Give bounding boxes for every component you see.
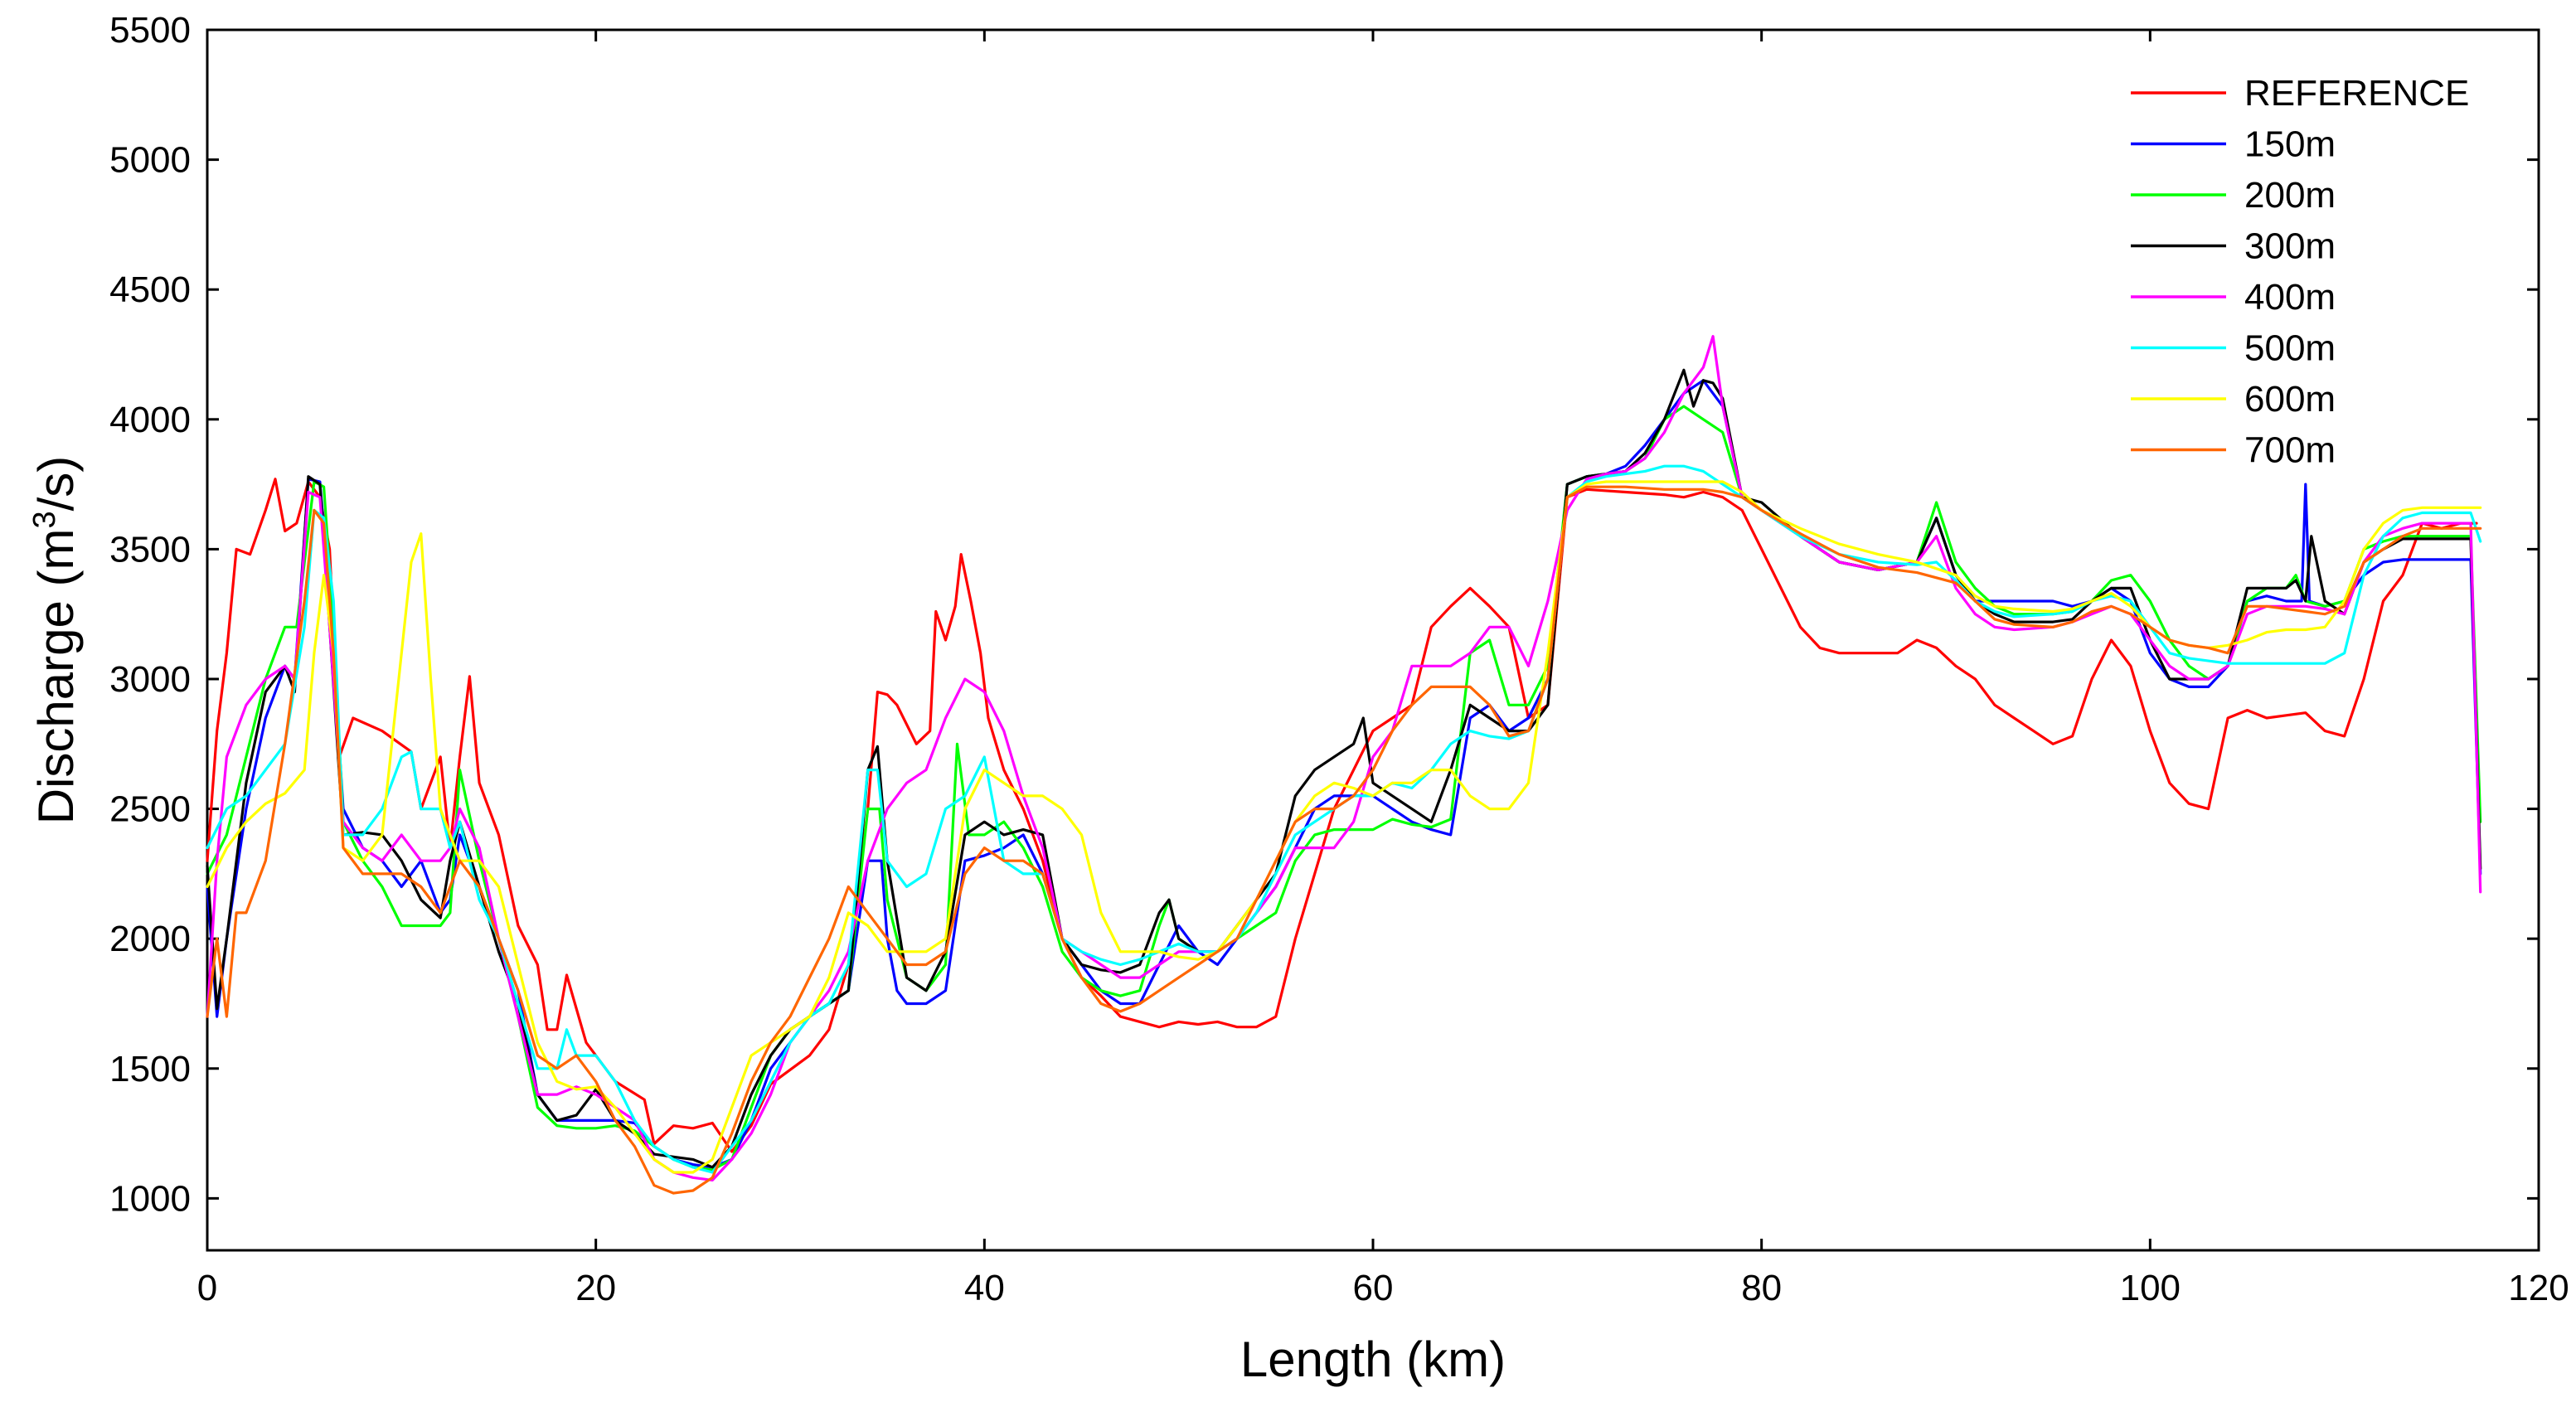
y-axis-title-prefix: Discharge (m	[28, 529, 84, 825]
y-tick-label: 2000	[109, 919, 191, 959]
y-tick-label: 4000	[109, 400, 191, 440]
x-tick-label: 80	[1741, 1268, 1782, 1308]
y-tick-label: 1000	[109, 1178, 191, 1219]
legend-label: 300m	[2244, 226, 2336, 267]
legend-label: 150m	[2244, 124, 2336, 165]
y-tick-label: 2500	[109, 789, 191, 830]
y-tick-label: 5000	[109, 140, 191, 181]
y-tick-label: 5500	[109, 10, 191, 51]
legend-label: 400m	[2244, 277, 2336, 318]
y-axis-title: Discharge (m3/s)	[27, 456, 84, 825]
series-line-400m	[206, 335, 2482, 1181]
y-tick-label: 3500	[109, 529, 191, 570]
x-axis-title: Length (km)	[1240, 1332, 1506, 1387]
y-tick-label: 3000	[109, 659, 191, 700]
y-tick-label: 1500	[109, 1049, 191, 1089]
x-tick-label: 20	[575, 1268, 616, 1308]
series-lines	[206, 335, 2482, 1195]
legend-label: REFERENCE	[2244, 73, 2469, 114]
x-tick-label: 60	[1353, 1268, 1394, 1308]
y-axis-title-superscript: 3	[27, 511, 62, 528]
legend-label: 500m	[2244, 328, 2336, 369]
x-tick-label: 100	[2120, 1268, 2181, 1308]
legend-label: 600m	[2244, 379, 2336, 420]
series-line-700m	[206, 485, 2482, 1195]
series-line-150m	[206, 379, 2482, 1169]
x-tick-label: 120	[2508, 1268, 2569, 1308]
x-tick-label: 0	[197, 1268, 217, 1308]
legend: REFERENCE 150m 200m 300m 400m 500m 600m 700m	[2131, 73, 2469, 471]
series-line-300m	[206, 368, 2482, 1169]
y-tick-label: 4500	[109, 269, 191, 310]
y-axis-title-suffix: /s)	[28, 456, 84, 512]
series-line-reference	[206, 478, 2478, 1153]
axis-ticks: 0 20 40 60 80 100 120 1000 1500 2000 2500 3000 3500 4…	[109, 10, 2569, 1308]
x-tick-label: 40	[964, 1268, 1005, 1308]
legend-label: 700m	[2244, 430, 2336, 471]
legend-label: 200m	[2244, 175, 2336, 216]
